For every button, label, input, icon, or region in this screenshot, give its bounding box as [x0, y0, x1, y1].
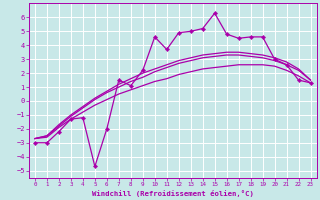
X-axis label: Windchill (Refroidissement éolien,°C): Windchill (Refroidissement éolien,°C): [92, 190, 254, 197]
